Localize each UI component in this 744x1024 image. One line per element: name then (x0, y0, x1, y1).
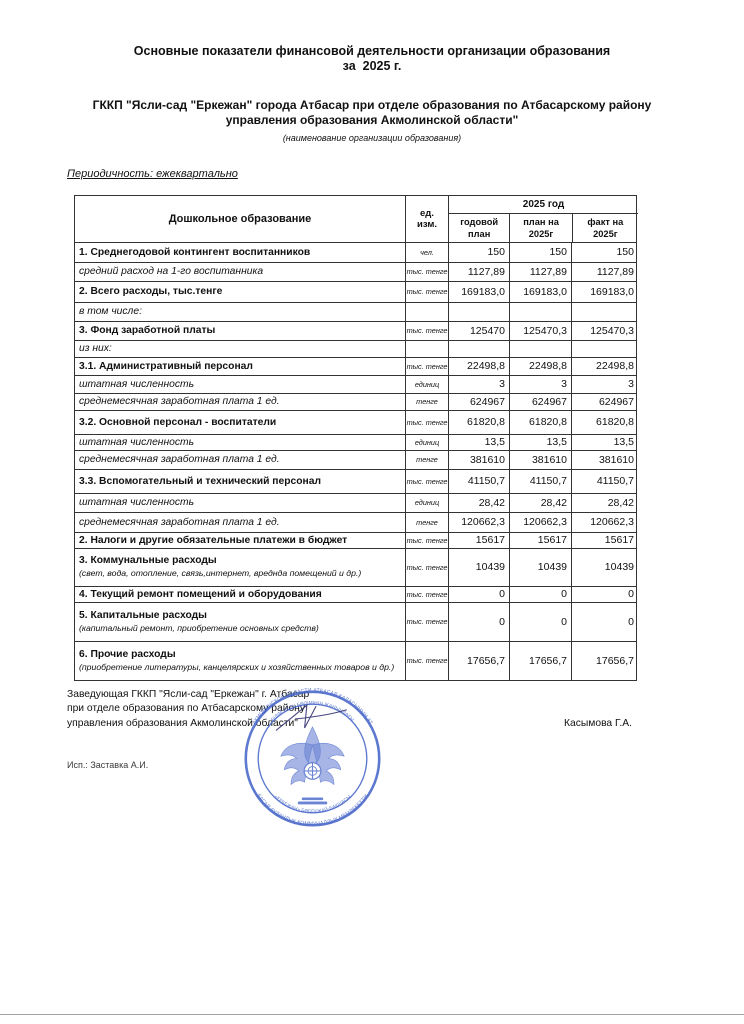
svg-text:АКМОЛИНСКОЙ ОБЛАСТИ АТБАСАР ҚА: АКМОЛИНСКОЙ ОБЛАСТИ АТБАСАР ҚАЛАСЫНЫҢ АТ (251, 687, 373, 726)
